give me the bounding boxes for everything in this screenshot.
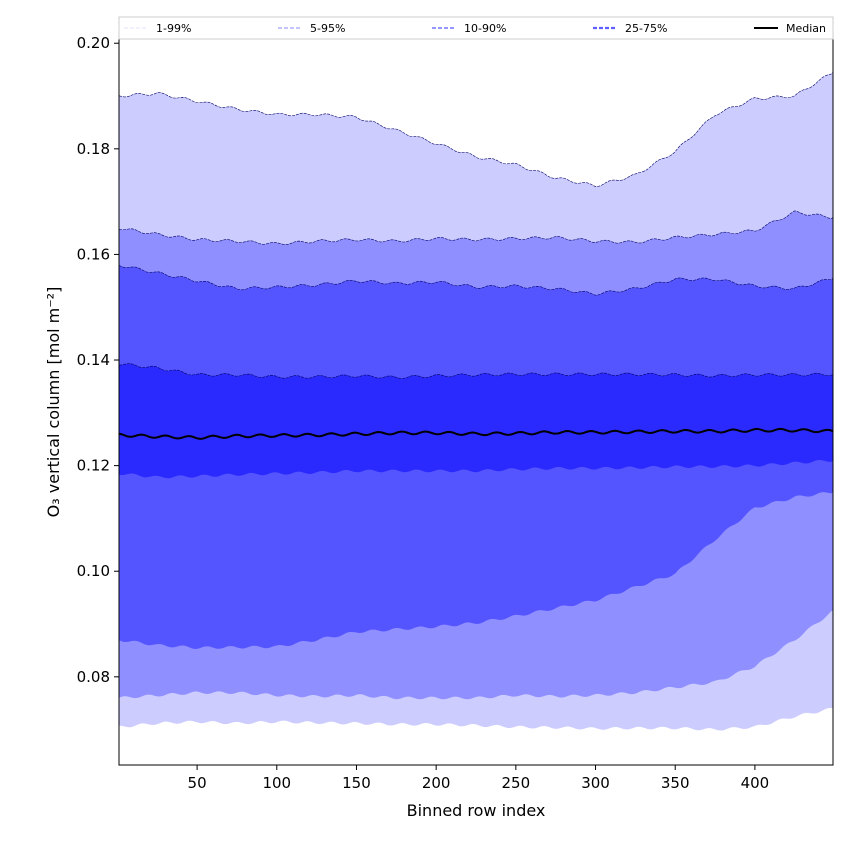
legend-item-10-90%: 10-90% — [432, 22, 506, 35]
legend-item-1-99%: 1-99% — [124, 22, 191, 35]
y-tick-label: 0.18 — [77, 140, 110, 158]
x-tick-label: 150 — [342, 774, 371, 792]
band-edge-lines — [118, 72, 834, 379]
legend-item-25-75%: 25-75% — [593, 22, 667, 35]
y-axis-ticks: 0.08 0.10 0.12 0.14 0.16 0.18 0.20 — [77, 34, 119, 686]
legend-item-5-95%: 5-95% — [278, 22, 345, 35]
band-upper-edge-5-95% — [118, 210, 834, 245]
x-tick-label: 400 — [741, 774, 770, 792]
y-tick-label: 0.20 — [77, 34, 110, 52]
legend-item-Median: Median — [754, 22, 826, 35]
x-tick-label: 250 — [502, 774, 531, 792]
y-tick-label: 0.12 — [77, 457, 110, 475]
percentile-bands — [119, 72, 833, 731]
x-tick-label: 300 — [581, 774, 610, 792]
x-tick-label: 200 — [422, 774, 451, 792]
y-tick-label: 0.10 — [77, 562, 110, 580]
x-axis-label: Binned row index — [407, 801, 546, 820]
x-tick-label: 350 — [661, 774, 690, 792]
band-upper-edge-1-99% — [118, 72, 834, 187]
band-upper-edge-25-75% — [118, 363, 834, 379]
y-tick-label: 0.16 — [77, 245, 110, 263]
band-upper-edge-10-90% — [118, 264, 834, 296]
legend-label: 5-95% — [310, 22, 345, 35]
legend-label: 25-75% — [625, 22, 667, 35]
band-25-75% — [119, 363, 833, 479]
legend-box — [118, 16, 834, 40]
y-tick-label: 0.08 — [77, 668, 110, 686]
legend: 1-99% 5-95% 10-90% 25-75% Median — [118, 16, 834, 40]
legend-label: 1-99% — [156, 22, 191, 35]
y-tick-label: 0.14 — [77, 351, 110, 369]
x-tick-label: 100 — [262, 774, 291, 792]
legend-label: Median — [786, 22, 826, 35]
median-line — [118, 427, 834, 440]
x-tick-label: 50 — [188, 774, 207, 792]
legend-label: 10-90% — [464, 22, 506, 35]
y-axis-label: O₃ vertical column [mol m⁻²] — [44, 287, 63, 518]
x-axis-ticks: 50 100 150 200 250 300 350 400 — [188, 765, 770, 792]
